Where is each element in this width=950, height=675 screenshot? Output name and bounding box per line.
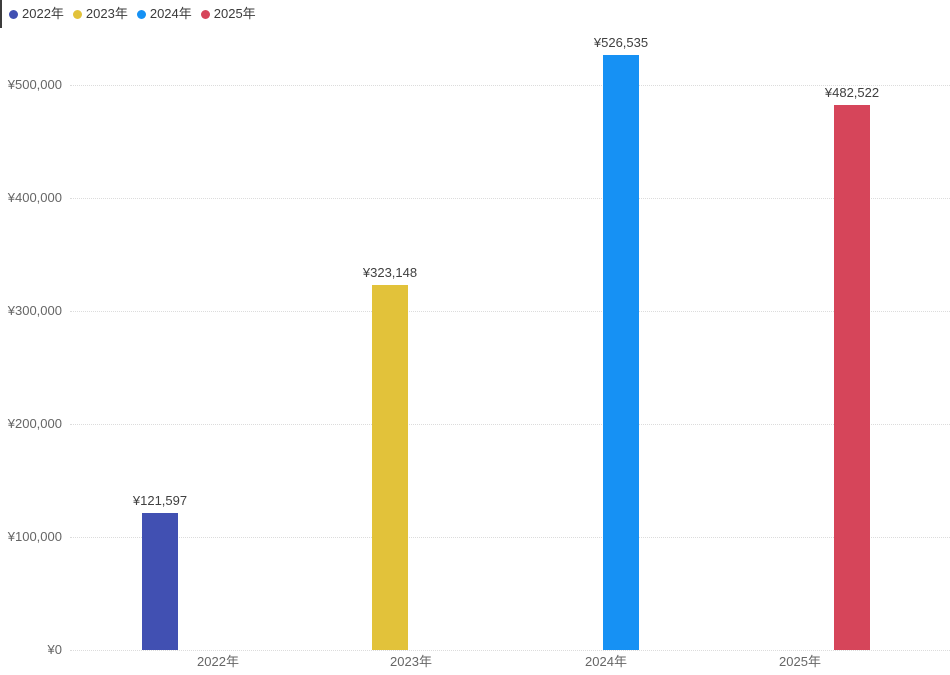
legend-dot-icon [200,9,210,19]
gridline-3 [70,311,950,312]
legend-item-2023年[interactable]: 2023年 [72,6,128,22]
gridline-2 [70,424,950,425]
y-axis-tick-label: ¥200,000 [7,416,62,431]
screen-edge-artifact [0,0,2,28]
legend-item-label: 2023年 [85,6,128,21]
y-axis-tick-label: ¥300,000 [7,303,62,318]
y-axis-tick-label: ¥500,000 [7,77,62,92]
bar-2022年[interactable] [142,512,178,650]
x-axis-tick-label: 2022年 [197,654,239,669]
x-axis-tick-label: 2023年 [390,654,432,669]
y-axis-tick-label: ¥400,000 [7,190,62,205]
legend-dot-icon [9,9,18,19]
legend-dot-icon [136,9,146,19]
chart-legend: 2022年 2023年 2024年 2025年 [9,6,265,22]
bar-value-label: ¥482,522 [824,84,880,100]
bar-2024年[interactable] [603,55,639,650]
bar-value-label: ¥323,148 [362,264,418,280]
legend-dot-icon [72,9,82,19]
gridline-0 [70,650,950,651]
y-axis-tick-label: ¥100,000 [7,529,62,544]
legend-item-label: 2025年 [213,6,256,21]
legend-item-2024年[interactable]: 2024年 [136,6,192,22]
bar-2023年[interactable] [372,284,408,650]
bar-value-label: ¥526,535 [593,35,649,50]
y-axis-tick-label: ¥0 [47,642,62,657]
gridline-4 [70,198,950,199]
bar-value-label: ¥121,597 [132,492,188,508]
gridline-1 [70,537,950,538]
gridline-5 [70,85,950,86]
legend-item-label: 2024年 [149,6,192,21]
legend-item-label: 2022年 [22,6,64,21]
bar-2025年[interactable] [834,104,870,650]
legend-item-2025年[interactable]: 2025年 [200,6,256,22]
legend-item-2022年[interactable]: 2022年 [9,6,64,22]
x-axis-tick-label: 2024年 [585,654,627,669]
x-axis-tick-label: 2025年 [779,654,821,669]
